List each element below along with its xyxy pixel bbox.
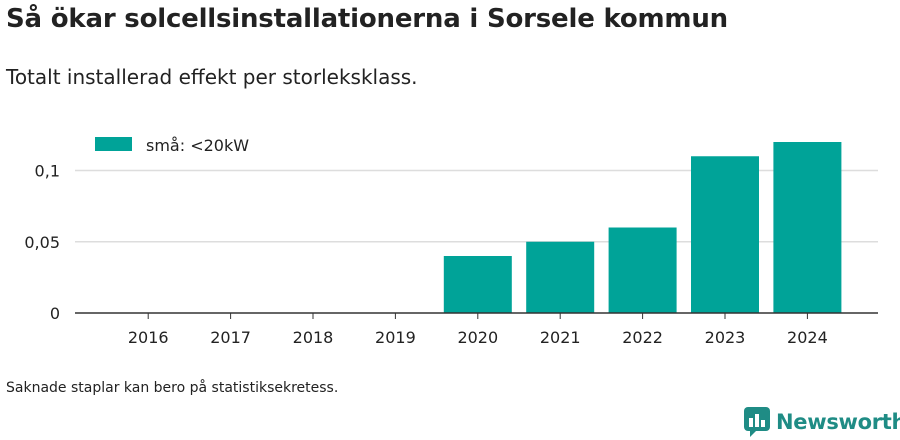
bar-2020 bbox=[443, 256, 512, 313]
x-tick-label: 2019 bbox=[375, 328, 416, 347]
legend-swatch bbox=[95, 137, 132, 151]
y-tick-label: 0 bbox=[50, 304, 60, 323]
chart-title: Så ökar solcellsinstallationerna i Sorse… bbox=[6, 4, 728, 34]
brand-logo: Newsworthy bbox=[744, 404, 900, 440]
legend-label: små: <20kW bbox=[146, 136, 249, 155]
bars bbox=[443, 142, 842, 313]
brand-name: Newsworthy bbox=[776, 410, 900, 434]
bar-2021 bbox=[526, 241, 595, 313]
x-tick-label: 2024 bbox=[787, 328, 828, 347]
footnote: Saknade staplar kan bero på statistiksek… bbox=[6, 380, 339, 396]
y-tick-label: 0,1 bbox=[35, 162, 60, 181]
bar-2023 bbox=[691, 156, 759, 313]
x-tick-label: 2018 bbox=[293, 328, 334, 347]
x-tick-label: 2021 bbox=[540, 328, 581, 347]
axes: 0 0,05 0,1 2016 2017 2018 2019 2020 2021 2022 2023… bbox=[24, 162, 878, 347]
x-tick-label: 2016 bbox=[128, 328, 169, 347]
bar-2024 bbox=[773, 142, 842, 313]
x-tick-label: 2017 bbox=[210, 328, 251, 347]
bar-2022 bbox=[608, 227, 677, 313]
x-tick-label: 2022 bbox=[622, 328, 663, 347]
bar-chart-speech-bubble-icon bbox=[744, 407, 770, 437]
y-tick-label: 0,05 bbox=[24, 233, 60, 252]
legend: små: <20kW bbox=[95, 136, 249, 155]
x-tick-label: 2023 bbox=[705, 328, 746, 347]
chart-subtitle: Totalt installerad effekt per storlekskl… bbox=[6, 65, 418, 89]
x-tick-label: 2020 bbox=[457, 328, 498, 347]
bar-chart: 0 0,05 0,1 2016 2017 2018 2019 2020 2021 2022 2023… bbox=[24, 136, 878, 347]
